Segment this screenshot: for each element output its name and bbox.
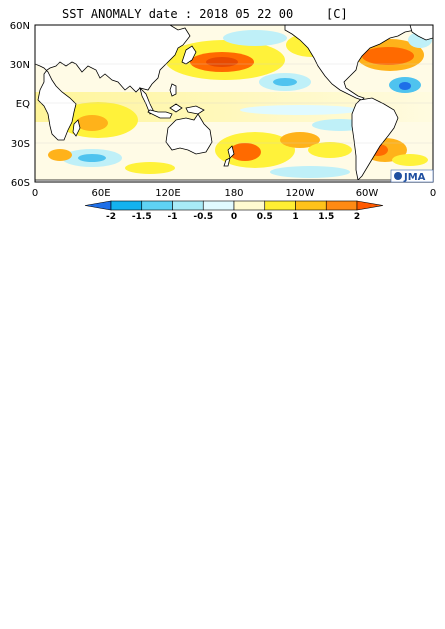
colorbar-segment <box>325 200 358 211</box>
southern-ocean-cool-strip <box>270 166 350 178</box>
latitude-labels: 60N 30N EQ 30S 60S <box>10 21 30 189</box>
colorbar <box>84 200 384 211</box>
colorbar-segment <box>295 200 327 211</box>
colorbar-segment <box>264 200 296 211</box>
lon-label: 180 <box>224 188 243 199</box>
sst-map-panel <box>35 25 433 182</box>
central-south-pacific-warm-spot <box>280 132 320 148</box>
lat-label: 60N <box>10 21 30 32</box>
colorbar-tick-label: 0 <box>231 212 237 222</box>
colorbar-tick-label: 0.5 <box>257 212 273 222</box>
unit-label: [C] <box>326 7 348 21</box>
colorbar-segment <box>172 200 204 211</box>
north-america-continent <box>284 25 421 101</box>
colorbar-right-arrow <box>356 200 384 211</box>
sst-anomaly-map-figure: SST ANOMALY date : 2018 05 22 00 [C] <box>10 7 436 222</box>
greenland-island <box>409 25 433 41</box>
indian-ocean-warm-core <box>76 115 108 131</box>
south-indian-cool-core <box>78 154 106 162</box>
north-atlantic-warm-core <box>362 47 414 65</box>
kuroshio-extension-warm-peak <box>206 57 238 67</box>
jma-logo-emblem <box>394 172 402 180</box>
subtropical-pacific-cool-core <box>273 78 297 86</box>
lon-label: 60W <box>356 188 379 199</box>
map-frame <box>34 24 434 183</box>
tropical-atlantic-cool-core <box>399 82 411 90</box>
lon-label: 120E <box>155 188 180 199</box>
lat-label: EQ <box>16 99 30 110</box>
colorbar-tick-label: 1.5 <box>318 212 334 222</box>
north-pacific-cool-area <box>223 30 287 46</box>
japan-islands <box>181 45 197 65</box>
colorbar-segment <box>141 200 173 211</box>
colorbar-segment <box>202 200 235 211</box>
colorbar-segment <box>110 200 143 211</box>
lon-label: 0 <box>32 188 38 199</box>
lon-label: 0 <box>430 188 436 199</box>
philippines-islands <box>169 83 177 97</box>
jma-logo: JMA <box>390 169 434 183</box>
lat-label: 30S <box>11 139 30 150</box>
longitude-labels: 0 60E 120E 180 120W 60W 0 <box>32 188 436 199</box>
madagascar-island <box>72 119 81 137</box>
madagascar-warm-spot <box>48 149 72 161</box>
colorbar-left-arrow <box>84 200 112 211</box>
continents <box>35 25 433 182</box>
lon-label: 60E <box>91 188 110 199</box>
equatorial-pacific-cool-strip <box>240 105 360 115</box>
colorbar-segment <box>233 200 266 211</box>
south-atlantic-warm-streak <box>392 154 428 166</box>
se-pacific-warm-area <box>308 142 352 158</box>
lat-label: 30N <box>10 60 30 71</box>
colorbar-tick-label: 2 <box>354 212 360 222</box>
colorbar-tick-label: -2 <box>106 212 116 222</box>
colorbar-tick-label: 1 <box>292 212 298 222</box>
colorbar-tick-label: -0.5 <box>193 212 213 222</box>
jma-logo-text: JMA <box>403 172 426 183</box>
colorbar-tick-label: -1 <box>168 212 178 222</box>
colorbar-labels: -2 -1.5 -1 -0.5 0 0.5 1 1.5 2 <box>106 212 360 222</box>
indonesia-islands <box>147 103 205 119</box>
map-title: SST ANOMALY date : 2018 05 22 00 <box>62 7 293 21</box>
south-pacific-warm-core <box>229 143 261 161</box>
australia-continent <box>165 113 213 155</box>
south-indian-warm-streak <box>125 162 175 174</box>
grid-lines <box>35 63 433 144</box>
south-america-continent <box>351 97 399 181</box>
colorbar-tick-label: -1.5 <box>132 212 152 222</box>
lat-label: 60S <box>11 178 30 189</box>
new-zealand-islands <box>223 145 235 167</box>
lon-label: 120W <box>286 188 315 199</box>
